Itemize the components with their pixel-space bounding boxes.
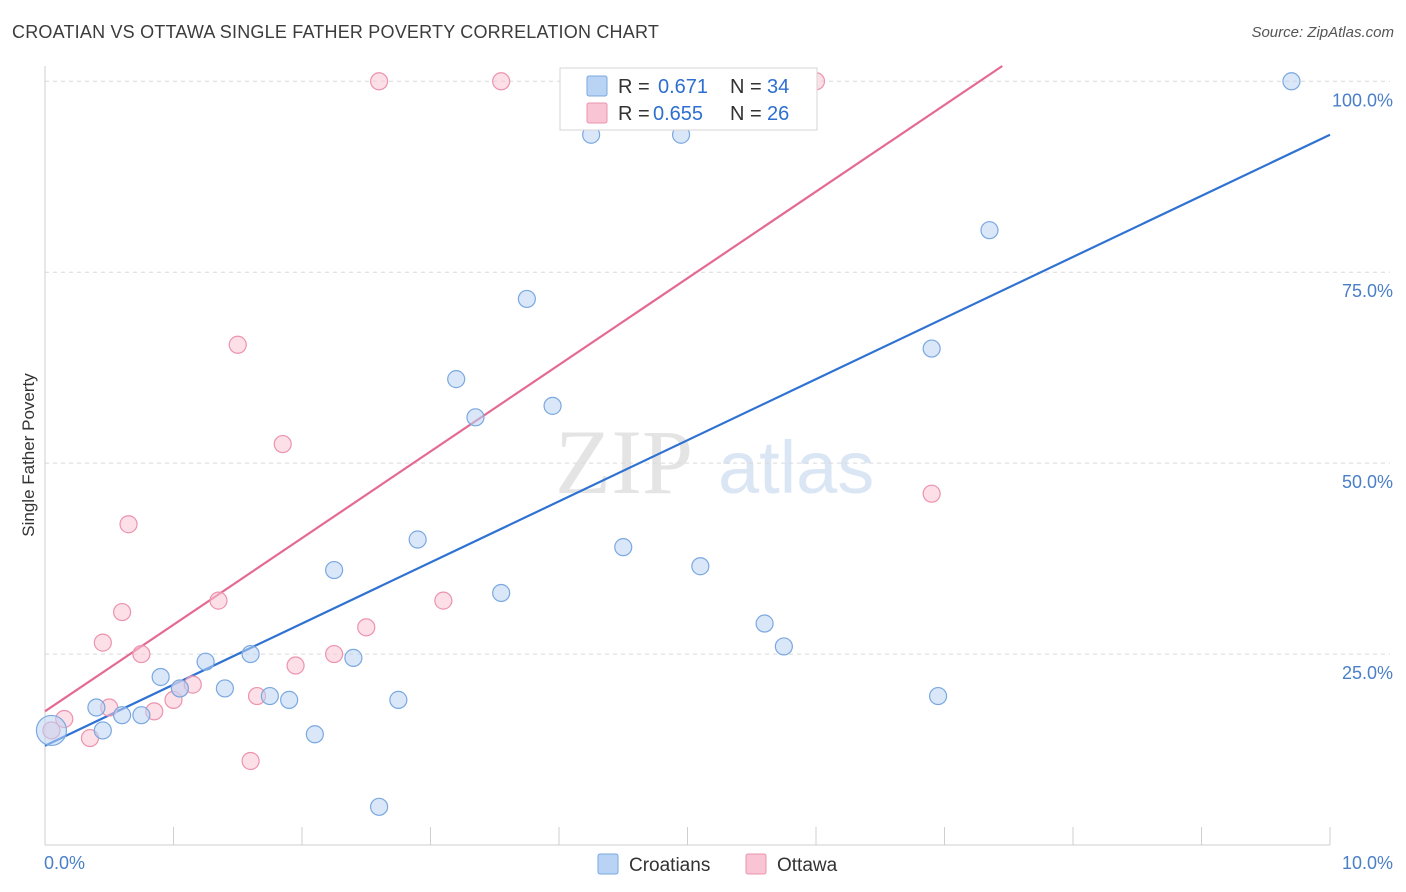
- point-croatians: [492, 583, 511, 603]
- point-croatians: [260, 686, 279, 706]
- point-ottawa: [286, 656, 305, 675]
- legend-n-value-croatians: 34: [767, 76, 789, 98]
- legend-r-label-ottawa: R =: [618, 103, 650, 125]
- point-ottawa: [119, 515, 138, 534]
- point-croatians: [389, 690, 408, 709]
- point-croatians: [280, 690, 299, 709]
- point-ottawa: [325, 644, 344, 664]
- legend-swatch-croatians: [586, 75, 608, 97]
- legend-r-value-ottawa: 0.655: [653, 103, 703, 125]
- point-croatians: [196, 652, 215, 671]
- top-legend: R = 0.671 N = 34 R = 0.655 N = 26: [559, 67, 818, 131]
- point-croatians: [408, 530, 427, 549]
- point-croatians: [614, 538, 633, 557]
- point-croatians: [543, 396, 562, 415]
- y-tick-label: 50.0%: [1342, 472, 1393, 492]
- bottom-legend-label-croatians: Croatians: [629, 855, 710, 876]
- point-ottawa: [132, 644, 151, 664]
- point-croatians: [325, 560, 344, 580]
- trend-lines: [44, 65, 1331, 747]
- point-croatians: [305, 725, 324, 744]
- point-croatians: [1282, 72, 1301, 91]
- watermark-zip: ZIP: [555, 411, 693, 513]
- axes: [44, 66, 1331, 846]
- legend-n-label-croatians: N =: [730, 76, 762, 98]
- bottom-legend: Croatians Ottawa: [597, 853, 838, 876]
- point-croatians: [215, 679, 234, 698]
- legend-r-label-croatians: R =: [618, 76, 650, 98]
- chart-title: CROATIAN VS OTTAWA SINGLE FATHER POVERTY…: [12, 22, 660, 42]
- x-tick-labels: 0.0% 10.0%: [44, 853, 1393, 873]
- bottom-legend-label-ottawa: Ottawa: [777, 855, 838, 876]
- point-ottawa: [370, 72, 389, 91]
- point-ottawa: [492, 72, 511, 91]
- point-croatians: [922, 339, 941, 358]
- point-croatians: [170, 679, 190, 698]
- y-tick-labels: 25.0% 50.0% 75.0% 100.0%: [1332, 90, 1393, 683]
- trend-line-ottawa: [44, 65, 1003, 713]
- bottom-legend-swatch-croatians: [597, 853, 619, 875]
- point-ottawa: [241, 751, 260, 771]
- point-croatians: [151, 667, 170, 687]
- point-ottawa: [922, 484, 941, 503]
- watermark-atlas: atlas: [718, 426, 874, 509]
- x-tick-label-min: 0.0%: [44, 853, 85, 873]
- point-ottawa: [273, 434, 292, 454]
- point-croatians: [344, 648, 363, 667]
- legend-r-value-croatians: 0.671: [658, 76, 708, 98]
- legend-n-label-ottawa: N =: [730, 103, 762, 125]
- point-croatians: [93, 721, 112, 740]
- point-croatians: [112, 706, 132, 725]
- point-croatians: [517, 289, 536, 309]
- point-croatians: [774, 637, 793, 656]
- point-croatians: [447, 370, 466, 389]
- y-tick-label: 100.0%: [1332, 90, 1393, 110]
- point-croatians: [241, 644, 260, 664]
- grid-lines: [45, 80, 1390, 655]
- point-croatians: [980, 221, 999, 240]
- point-croatians: [87, 698, 106, 717]
- point-ottawa: [357, 618, 376, 637]
- point-ottawa: [93, 633, 112, 652]
- point-croatians: [370, 797, 389, 816]
- bottom-legend-swatch-ottawa: [745, 853, 767, 875]
- point-croatians: [466, 408, 485, 427]
- data-points: [35, 72, 1301, 816]
- source-label: Source: ZipAtlas.com: [1251, 24, 1394, 41]
- y-tick-label: 25.0%: [1342, 663, 1393, 683]
- point-croatians: [691, 557, 710, 576]
- point-croatians: [35, 714, 68, 747]
- point-croatians: [755, 614, 774, 633]
- point-ottawa: [228, 335, 247, 354]
- point-ottawa: [434, 591, 453, 610]
- legend-swatch-ottawa: [586, 102, 608, 124]
- legend-n-value-ottawa: 26: [767, 103, 789, 125]
- point-croatians: [928, 686, 948, 706]
- point-ottawa: [112, 602, 132, 622]
- point-croatians: [132, 706, 151, 725]
- y-axis-label: Single Father Poverty: [19, 373, 38, 537]
- point-ottawa: [209, 591, 228, 610]
- y-tick-label: 75.0%: [1342, 281, 1393, 301]
- x-tick-label-max: 10.0%: [1342, 853, 1393, 873]
- trend-line-croatians: [44, 133, 1331, 747]
